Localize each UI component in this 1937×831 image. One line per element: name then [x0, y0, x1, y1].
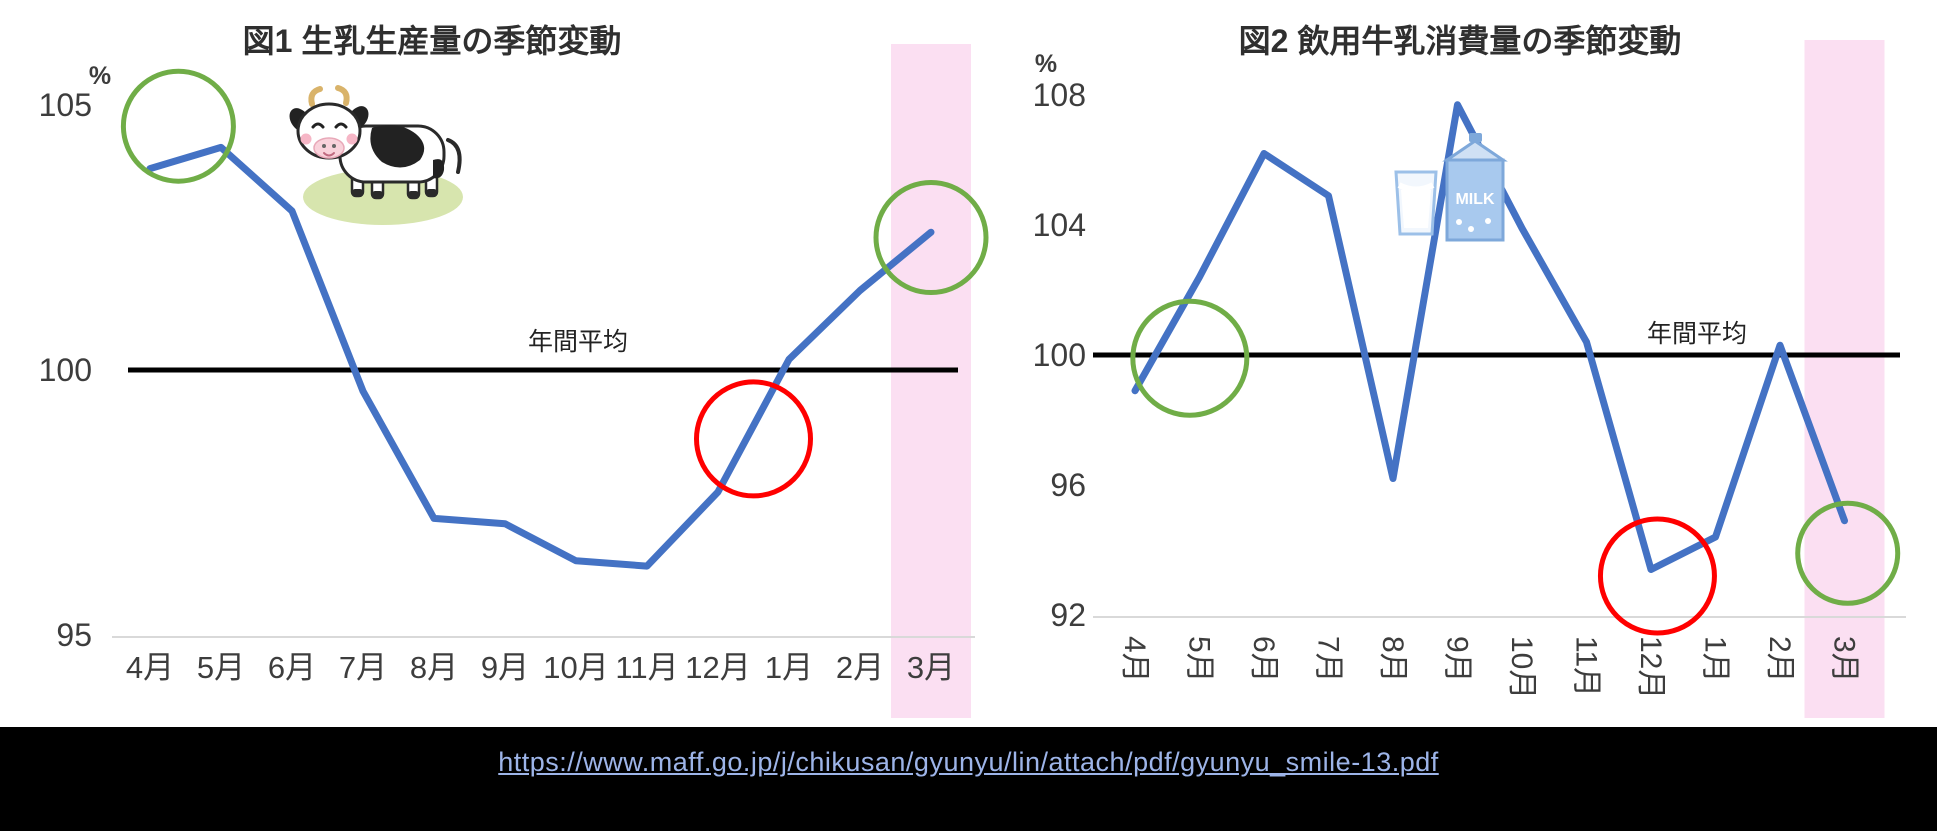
y-tick-label: 96 — [1050, 467, 1086, 503]
data-line — [146, 143, 935, 570]
average-line-label: 年間平均 — [1647, 320, 1747, 348]
x-tick-label: 2月 — [1763, 636, 1796, 683]
y-tick-label: 100 — [1033, 337, 1086, 373]
chart-1: 105 100 95% 4月 5月 6月 7月 8月 9月 10月 11月 12月 1月 2月 3月 年間平均 — [39, 44, 989, 718]
x-tick-label: 11月 — [1570, 636, 1603, 697]
highlight-band — [891, 44, 971, 718]
green-circle-march-endpoint — [873, 180, 989, 295]
x-tick-label: 8月 — [410, 650, 458, 685]
x-tick-label: 9月 — [481, 650, 529, 685]
chart2-title: 図2 飲用牛乳消費量の季節変動 — [1238, 23, 1682, 59]
red-circle-winter-recovery — [694, 379, 813, 499]
green-circle-march-endpoint — [1795, 500, 1901, 606]
milk-carton-icon: MILK — [1394, 133, 1508, 242]
y-tick-label: 92 — [1050, 597, 1086, 633]
y-axis-unit-label: % — [89, 62, 111, 90]
average-line-label: 年間平均 — [528, 328, 628, 356]
x-tick-label: 8月 — [1376, 636, 1409, 683]
x-tick-label: 7月 — [339, 650, 387, 685]
x-tick-label: 1月 — [765, 650, 813, 685]
x-tick-label: 3月 — [1828, 636, 1861, 683]
x-tick-label: 10月 — [543, 650, 608, 685]
x-tick-label: 12月 — [685, 650, 750, 685]
x-tick-label: 7月 — [1312, 636, 1345, 683]
y-tick-label: 108 — [1033, 77, 1086, 113]
x-tick-label: 2月 — [836, 650, 884, 685]
green-circle-spring-peak — [120, 68, 236, 184]
x-tick-label: 11月 — [615, 650, 678, 685]
x-tick-label: 4月 — [1118, 636, 1151, 683]
x-tick-label: 4月 — [126, 650, 174, 685]
x-tick-label: 3月 — [907, 650, 955, 685]
x-tick-label: 5月 — [197, 650, 245, 685]
y-tick-label: 100 — [39, 352, 92, 388]
x-tick-label: 9月 — [1441, 636, 1474, 683]
y-tick-label: 95 — [56, 617, 92, 653]
red-circle-december-low — [1597, 516, 1717, 636]
cow-icon — [289, 85, 463, 225]
x-tick-label: 6月 — [268, 650, 316, 685]
y-tick-label: 104 — [1033, 207, 1086, 243]
x-tick-label: 10月 — [1505, 636, 1538, 699]
y-tick-label: 105 — [39, 87, 92, 123]
x-tick-label: 1月 — [1699, 636, 1732, 683]
y-axis-unit-label: % — [1035, 50, 1057, 78]
x-tick-label: 5月 — [1183, 636, 1216, 683]
x-tick-label: 12月 — [1634, 636, 1667, 699]
footer-bar: https://www.maff.go.jp/j/chikusan/gyunyu… — [0, 727, 1937, 831]
chart-2: 108 104 100 96 92% 4月 5月 6月 7月 8月 9月 10月 11月 12月 1月 2月 3… — [1033, 40, 1906, 718]
footer-link[interactable]: https://www.maff.go.jp/j/chikusan/gyunyu… — [498, 747, 1439, 777]
green-circle-spring-crossing — [1130, 298, 1250, 418]
chart1-title: 図1 生乳生産量の季節変動 — [242, 23, 622, 59]
milk-carton-label: MILK — [1455, 191, 1495, 208]
x-tick-label: 6月 — [1247, 636, 1280, 683]
